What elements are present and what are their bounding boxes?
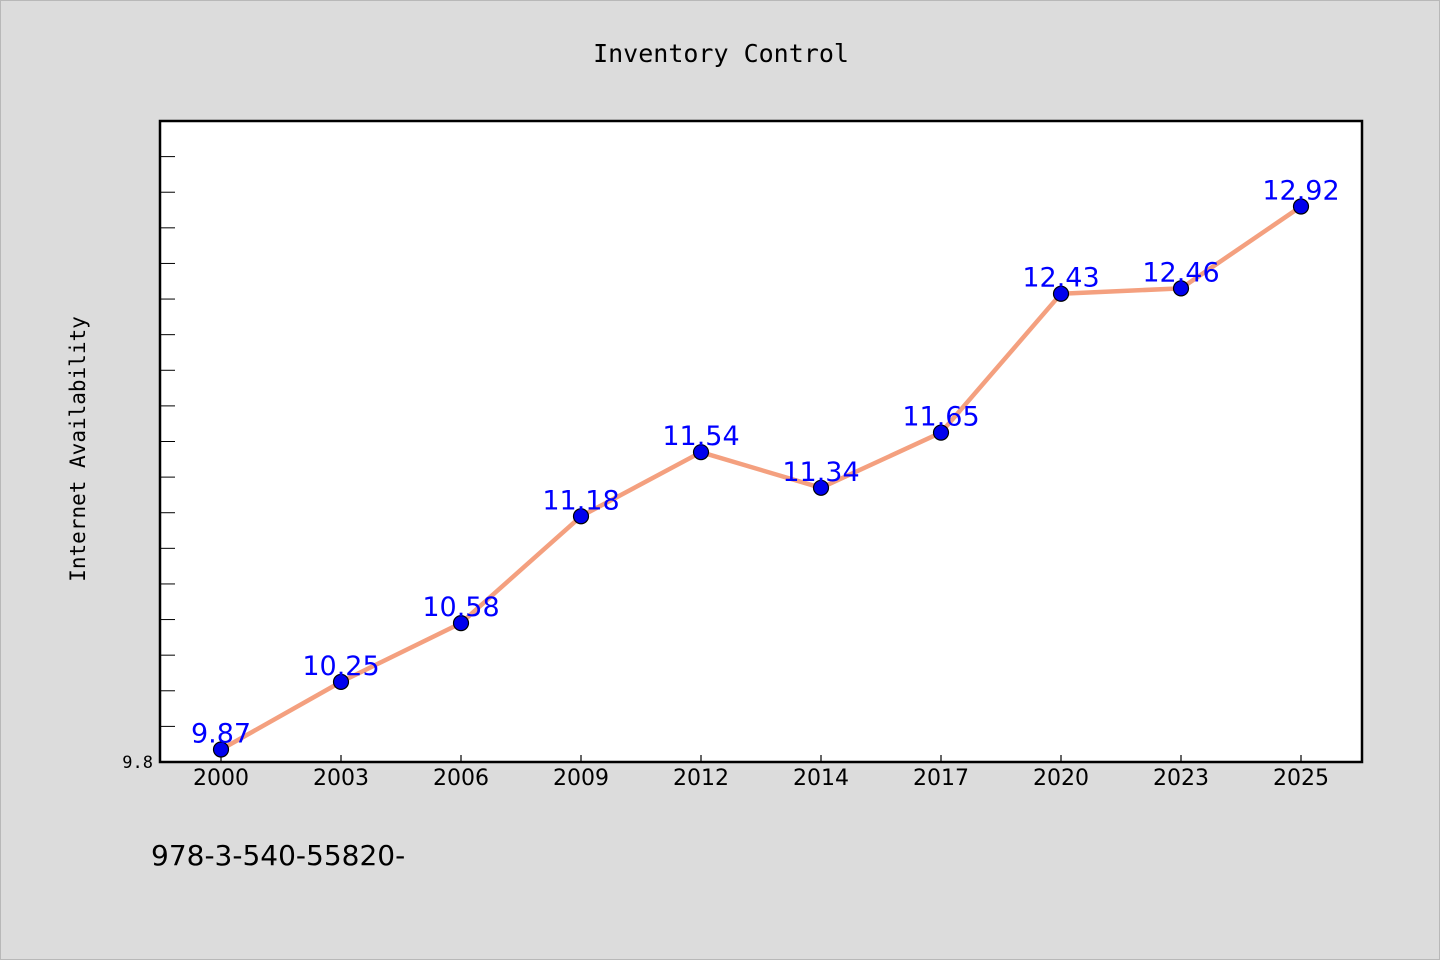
data-label: 12.46 bbox=[1142, 257, 1219, 288]
data-point bbox=[692, 444, 710, 461]
data-label: 12.43 bbox=[1022, 263, 1099, 294]
x-tick-label: 2006 bbox=[433, 766, 489, 791]
x-tick-label: 2014 bbox=[793, 766, 849, 791]
data-label: 11.65 bbox=[902, 402, 979, 433]
chart-title: Inventory Control bbox=[593, 39, 849, 68]
data-point bbox=[812, 479, 830, 496]
markers-layer bbox=[212, 198, 1310, 758]
footer-text: 978-3-540-55820- bbox=[151, 839, 405, 872]
x-axis-ticks: 2000 2003 2006 2009 2012 2014 2017 2020 2023 2025 bbox=[193, 755, 1329, 791]
x-tick-label: 2003 bbox=[313, 766, 369, 791]
y-tick-label: 9.8 bbox=[122, 753, 153, 773]
data-point bbox=[212, 741, 230, 758]
data-point bbox=[332, 673, 350, 690]
x-tick-label: 2025 bbox=[1273, 766, 1329, 791]
x-tick-label: 2012 bbox=[673, 766, 729, 791]
data-point bbox=[572, 508, 590, 525]
y-axis-label: Internet Availability bbox=[66, 316, 90, 582]
data-label: 10.58 bbox=[422, 592, 499, 623]
data-point bbox=[1052, 285, 1070, 302]
data-point bbox=[452, 615, 470, 632]
data-point bbox=[1292, 198, 1310, 215]
data-label: 12.92 bbox=[1262, 175, 1339, 206]
x-tick-label: 2020 bbox=[1033, 766, 1089, 791]
data-point bbox=[1172, 280, 1190, 297]
data-label: 9.87 bbox=[191, 719, 251, 750]
data-label: 11.18 bbox=[542, 485, 619, 516]
data-label: 11.34 bbox=[782, 457, 859, 488]
data-label: 10.25 bbox=[302, 651, 379, 682]
x-tick-label: 2023 bbox=[1153, 766, 1209, 791]
data-point bbox=[932, 424, 950, 441]
series-layer bbox=[218, 204, 1304, 752]
x-tick-label: 2017 bbox=[913, 766, 969, 791]
y-axis-ticks: 9.8 bbox=[122, 156, 175, 773]
x-tick-label: 2000 bbox=[193, 766, 249, 791]
series-line bbox=[218, 204, 1304, 752]
plot-area bbox=[158, 119, 1364, 764]
data-labels-layer: 9.87 10.25 10.58 11.18 11.54 11.34 11.65 12.43 1… bbox=[191, 175, 1340, 749]
x-tick-label: 2009 bbox=[553, 766, 609, 791]
data-label: 11.54 bbox=[662, 421, 739, 452]
